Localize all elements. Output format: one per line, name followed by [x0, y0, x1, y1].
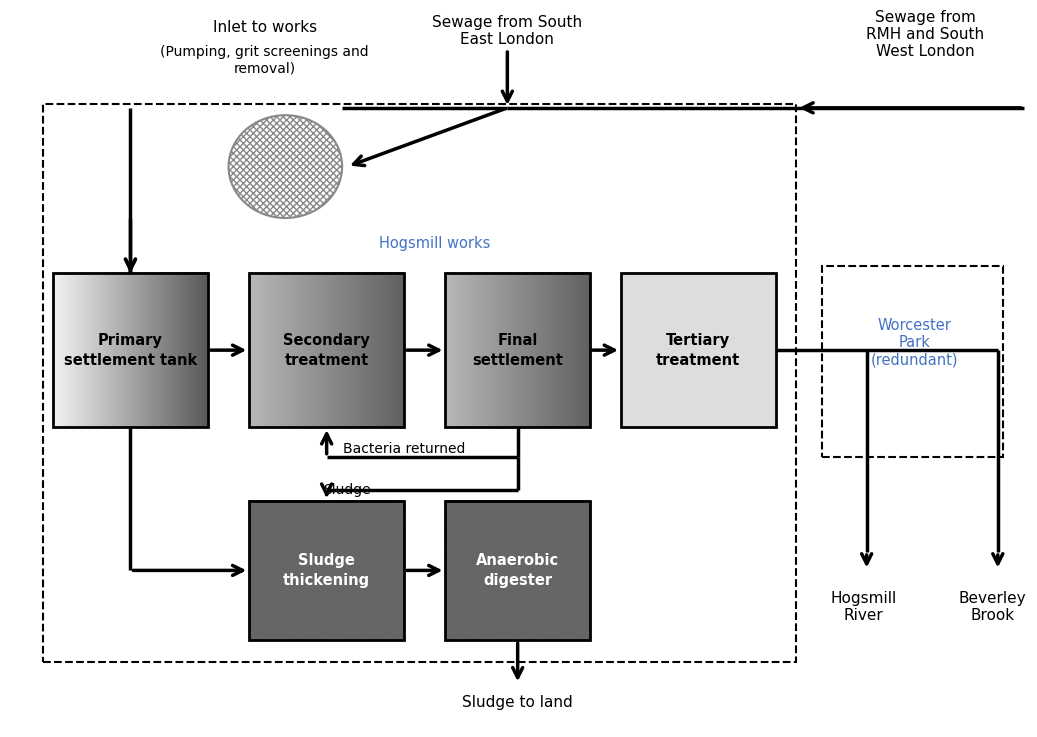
- Bar: [249, 273, 404, 427]
- Text: Bacteria returned: Bacteria returned: [343, 442, 466, 456]
- Text: Inlet to works: Inlet to works: [213, 20, 316, 35]
- Text: Hogsmill
River: Hogsmill River: [831, 591, 897, 624]
- Text: Anaerobic
digester: Anaerobic digester: [476, 553, 559, 588]
- Text: Final
settlement: Final settlement: [472, 332, 563, 368]
- Text: Sludge: Sludge: [324, 483, 371, 497]
- Text: Secondary
treatment: Secondary treatment: [283, 332, 370, 368]
- Text: Worcester
Park
(redundant): Worcester Park (redundant): [870, 318, 958, 368]
- Bar: [621, 273, 776, 427]
- Text: Primary
settlement tank: Primary settlement tank: [64, 332, 197, 368]
- Bar: [43, 104, 796, 662]
- Bar: [53, 273, 207, 427]
- Text: (Pumping, grit screenings and
removal): (Pumping, grit screenings and removal): [161, 45, 369, 75]
- Text: Hogsmill works: Hogsmill works: [380, 236, 491, 251]
- Bar: [445, 500, 590, 640]
- Text: Beverley
Brook: Beverley Brook: [959, 591, 1027, 624]
- Text: Sewage from South
East London: Sewage from South East London: [432, 15, 583, 47]
- Text: Sludge to land: Sludge to land: [463, 695, 573, 710]
- Text: Tertiary
treatment: Tertiary treatment: [656, 332, 740, 368]
- Bar: [445, 273, 590, 427]
- Bar: [822, 266, 1003, 457]
- Ellipse shape: [228, 115, 342, 218]
- Bar: [249, 500, 404, 640]
- Text: Sewage from
RMH and South
West London: Sewage from RMH and South West London: [867, 10, 984, 60]
- Text: Sludge
thickening: Sludge thickening: [283, 553, 370, 588]
